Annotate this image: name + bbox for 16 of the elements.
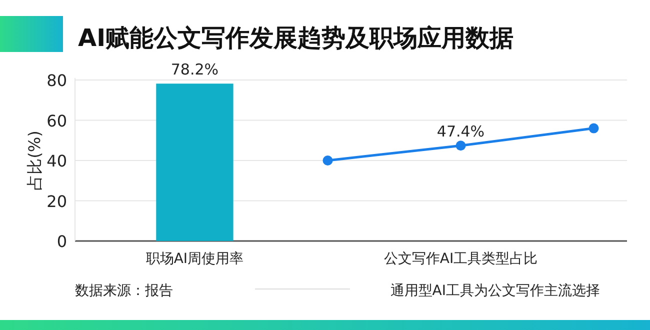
point: [456, 140, 466, 151]
y-tick-label: 40: [46, 152, 67, 170]
text: 通用型AI工具为公文写作主流选择: [390, 283, 600, 299]
y-tick-label: 80: [46, 71, 67, 90]
data-label: 78.2%: [170, 60, 219, 79]
source-note: 数据来源：报告: [75, 283, 173, 299]
y-tick-label: 0: [56, 232, 67, 251]
point: [322, 156, 333, 166]
x-tick-label: 公文写作AI工具类型占比: [384, 251, 538, 267]
y-tick-label: 60: [46, 111, 67, 130]
data-label: 47.4%: [436, 122, 485, 141]
x-tick-label: 职场AI周使用率: [146, 251, 244, 267]
chart-title: AI赋能公文写作发展趋势及职场应用数据: [78, 24, 514, 52]
y-axis-title: 占比(%): [25, 130, 44, 190]
point: [588, 123, 599, 134]
y-tick-label: 20: [46, 192, 67, 211]
